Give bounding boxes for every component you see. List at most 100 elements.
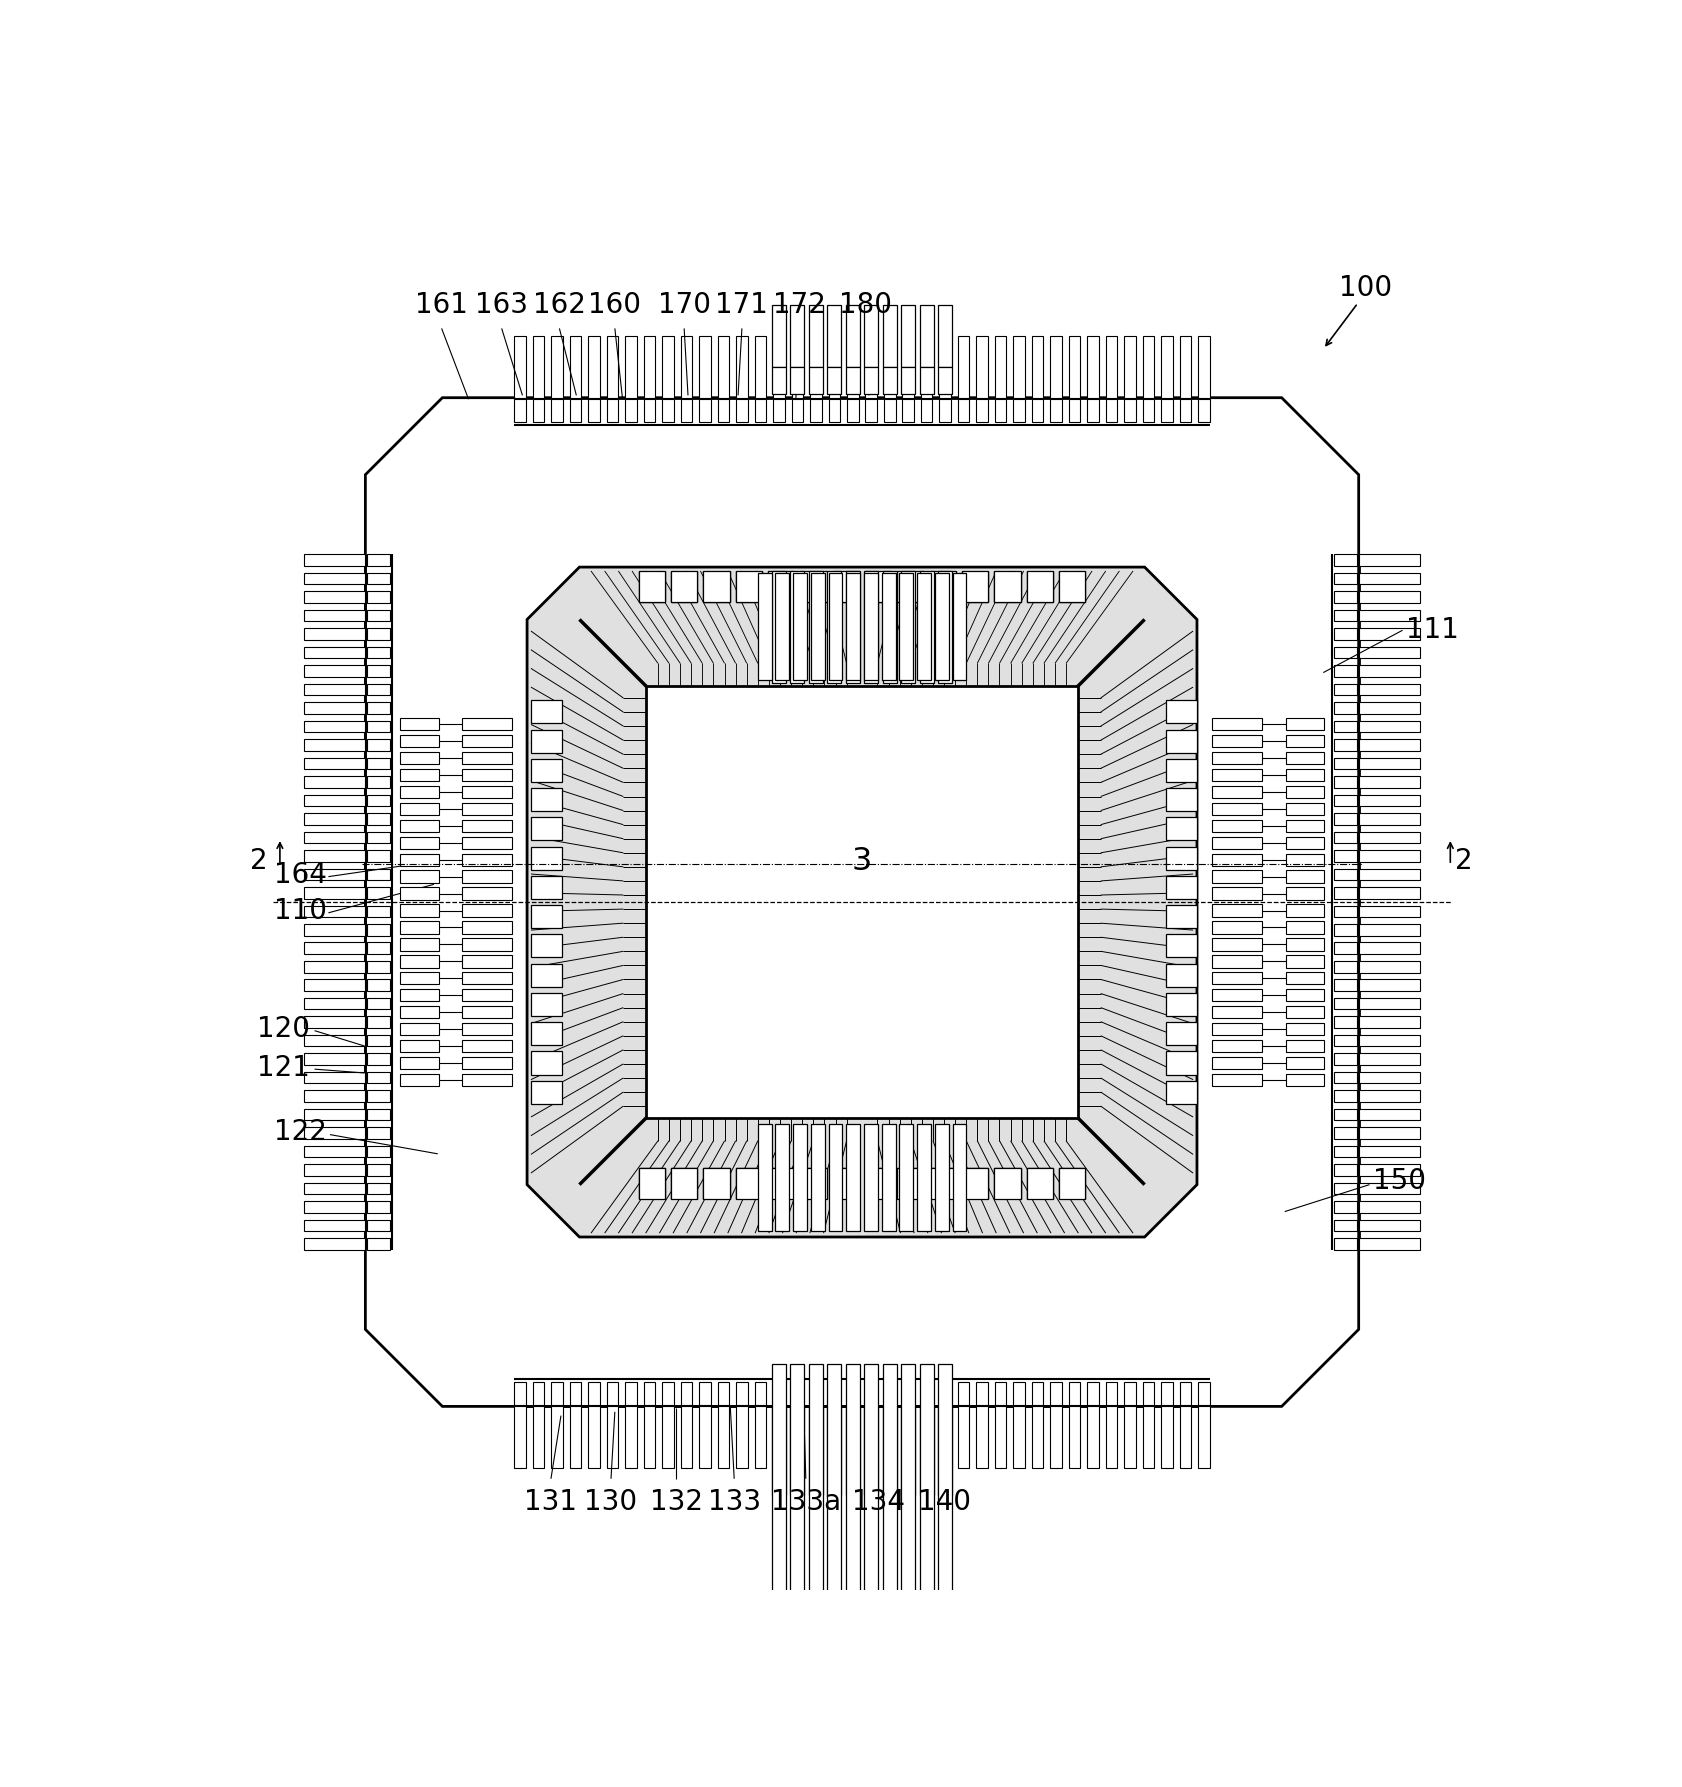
Bar [1359,758,1420,768]
Bar [885,336,895,399]
Bar [774,399,784,422]
Bar [367,1145,390,1158]
Bar [1285,802,1324,815]
Bar [400,820,439,833]
Bar [533,1406,545,1467]
Bar [461,854,511,867]
Bar [1334,1072,1357,1083]
Bar [994,336,1006,399]
Bar [1359,1128,1420,1138]
Bar [1213,972,1263,985]
Bar [883,366,897,393]
Bar [367,684,390,695]
Bar [367,868,390,881]
Bar [1213,956,1263,967]
Bar [1359,868,1420,881]
Bar [883,306,897,366]
Bar [400,752,439,765]
Bar [1359,740,1420,751]
Bar [920,572,934,683]
Bar [833,572,860,602]
Bar [865,1363,878,1787]
Bar [828,366,841,393]
Bar [957,1406,969,1467]
Bar [461,870,511,883]
Bar [304,609,365,622]
Bar [589,1381,600,1405]
Bar [367,961,390,972]
Bar [1213,786,1263,799]
Bar [1213,870,1263,883]
Bar [607,336,619,399]
Bar [811,574,824,681]
Bar [1031,1381,1043,1405]
Bar [304,554,365,566]
Bar [663,1381,674,1405]
Bar [774,1381,784,1405]
Bar [1050,399,1061,422]
Bar [461,820,511,833]
Bar [755,1406,767,1467]
Bar [461,718,511,731]
Bar [367,1053,390,1065]
Bar [846,572,860,683]
Bar [1060,572,1085,602]
Bar [902,1467,915,1496]
Bar [922,399,932,422]
Bar [1124,1406,1135,1467]
Text: 134: 134 [851,1489,905,1515]
Bar [304,1238,365,1249]
Bar [962,1167,989,1199]
Bar [367,1072,390,1083]
Bar [866,1381,876,1405]
Bar [304,591,365,602]
Bar [400,904,439,917]
Bar [1166,701,1198,724]
Bar [703,572,730,602]
Text: 130: 130 [584,1489,637,1515]
Bar [1198,1406,1209,1467]
Bar [304,979,365,992]
Bar [461,802,511,815]
Bar [735,572,762,602]
Bar [865,1124,878,1231]
Bar [570,1406,582,1467]
Bar [1285,938,1324,951]
Bar [304,1017,365,1028]
Text: 172: 172 [774,291,826,320]
Bar [533,336,545,399]
Bar [1359,1183,1420,1194]
Bar [848,336,858,399]
Bar [846,1406,860,1467]
Bar [1334,979,1357,992]
Text: 110: 110 [274,897,328,926]
Bar [1334,665,1357,677]
Bar [304,1221,365,1231]
Bar [940,336,950,399]
Bar [533,1381,545,1405]
Bar [828,1406,841,1467]
Bar [1359,1090,1420,1103]
Bar [1334,629,1357,640]
Bar [903,399,913,422]
Bar [367,629,390,640]
Text: 2: 2 [251,847,267,876]
Bar [791,1363,804,1787]
Bar [367,1017,390,1028]
Bar [1105,336,1117,399]
Bar [774,1406,784,1467]
Bar [1334,924,1357,936]
Bar [791,1467,804,1496]
Bar [755,399,767,422]
Bar [794,574,807,681]
Bar [829,1381,839,1405]
Bar [772,1467,785,1496]
Bar [461,922,511,933]
Bar [626,1381,637,1405]
Bar [1166,847,1198,870]
Bar [644,336,656,399]
Bar [589,399,600,422]
Bar [1334,1128,1357,1138]
Bar [461,888,511,899]
Bar [515,399,526,422]
